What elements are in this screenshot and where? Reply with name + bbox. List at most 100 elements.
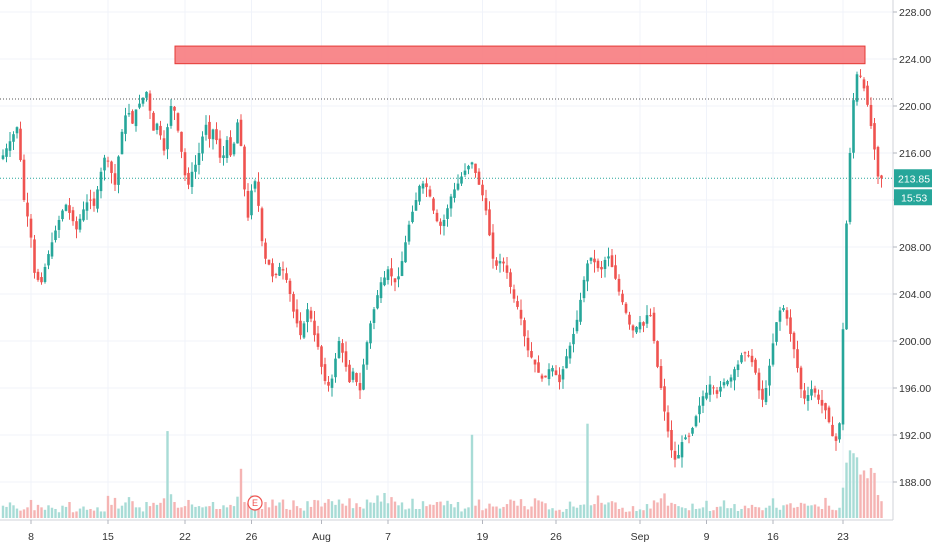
candle [824,402,827,420]
volume-bar [824,497,827,518]
volume-bar [323,502,327,518]
candle-body [859,75,862,77]
volume-bar [421,501,425,518]
candle-body [365,342,369,365]
volume-bar [862,470,866,518]
candle [29,213,33,248]
candle [134,109,138,132]
volume-bar [747,508,750,518]
candle [547,363,551,386]
candle [446,204,449,227]
candle-body [582,279,586,299]
candle-body [8,141,12,151]
candle [334,353,337,383]
candle [330,374,334,397]
volume-bar [880,501,883,518]
candle [803,382,806,405]
candle [873,118,876,160]
candle [866,80,869,107]
candle [530,342,533,359]
candle-body [295,309,299,324]
candle-body [579,299,582,322]
candle-body [229,137,232,156]
volume-bar [645,504,649,518]
candle [341,339,344,363]
candle [19,121,22,162]
candle-body [817,394,820,400]
candle-body [509,272,512,287]
candle [124,107,127,142]
candle-body [330,378,334,388]
candle-body [327,381,330,386]
candle-body [166,127,169,150]
candle [428,185,432,198]
volume-bar [589,505,593,518]
candle-body [628,314,631,325]
volume-bar [638,509,642,518]
x-axis[interactable]: 8 15 22 26 Aug 7 19 26 Sep 9 16 23 [28,520,849,543]
volume-bar [390,497,393,518]
volume-bar [778,509,782,518]
candle-body [757,372,761,391]
candle-body [617,278,621,292]
volume-bar [649,508,652,518]
candle-body [554,370,558,376]
candle-body [750,355,754,363]
candle [92,191,96,212]
candle [708,375,712,402]
candle-body [484,198,488,211]
candle-body [162,138,166,151]
candle-body [516,301,519,307]
grid-lines [0,0,893,520]
candle [621,289,624,305]
candle-body [316,333,320,347]
volume-bar [82,506,85,518]
candle-body [677,454,680,459]
candle [379,277,383,303]
volume-bar [687,510,691,518]
candle-body [495,260,498,266]
volume-bar [341,503,344,518]
candle-body [838,423,841,440]
volume-bar [1,505,5,518]
candle [393,278,397,292]
candle-body [57,219,61,230]
candle [820,389,824,414]
candle [519,299,523,326]
volume-bar [47,505,50,518]
candle [453,182,456,203]
volume-bar [736,511,740,518]
candle-body [477,171,481,185]
volume-bar [257,508,260,518]
countdown-label-text: 15:53 [901,192,927,204]
candle-body [712,387,715,389]
candle [78,214,82,233]
earnings-marker[interactable]: E [247,495,263,511]
candle-body [337,341,341,358]
candle-body [649,315,652,317]
volume-bar [5,506,8,518]
candle [841,322,845,431]
candle [586,260,589,292]
volume-bar [190,504,194,518]
countdown-label: 15:53 [894,189,932,206]
candle-body [236,122,239,144]
candle [792,331,796,359]
candle [796,340,799,373]
volume-bar [848,450,852,518]
y-tick-label: 228.00 [899,7,931,19]
resistance-zone[interactable] [174,45,866,65]
candle [264,238,267,265]
candle-body [194,164,197,172]
candle-body [264,242,267,259]
volume-bar [8,502,12,518]
candle [313,310,316,342]
candle [838,422,841,443]
candle [701,390,705,413]
candle-body [225,140,229,158]
candle-body [152,112,155,131]
candle [204,115,208,141]
volume-bar [355,503,358,518]
